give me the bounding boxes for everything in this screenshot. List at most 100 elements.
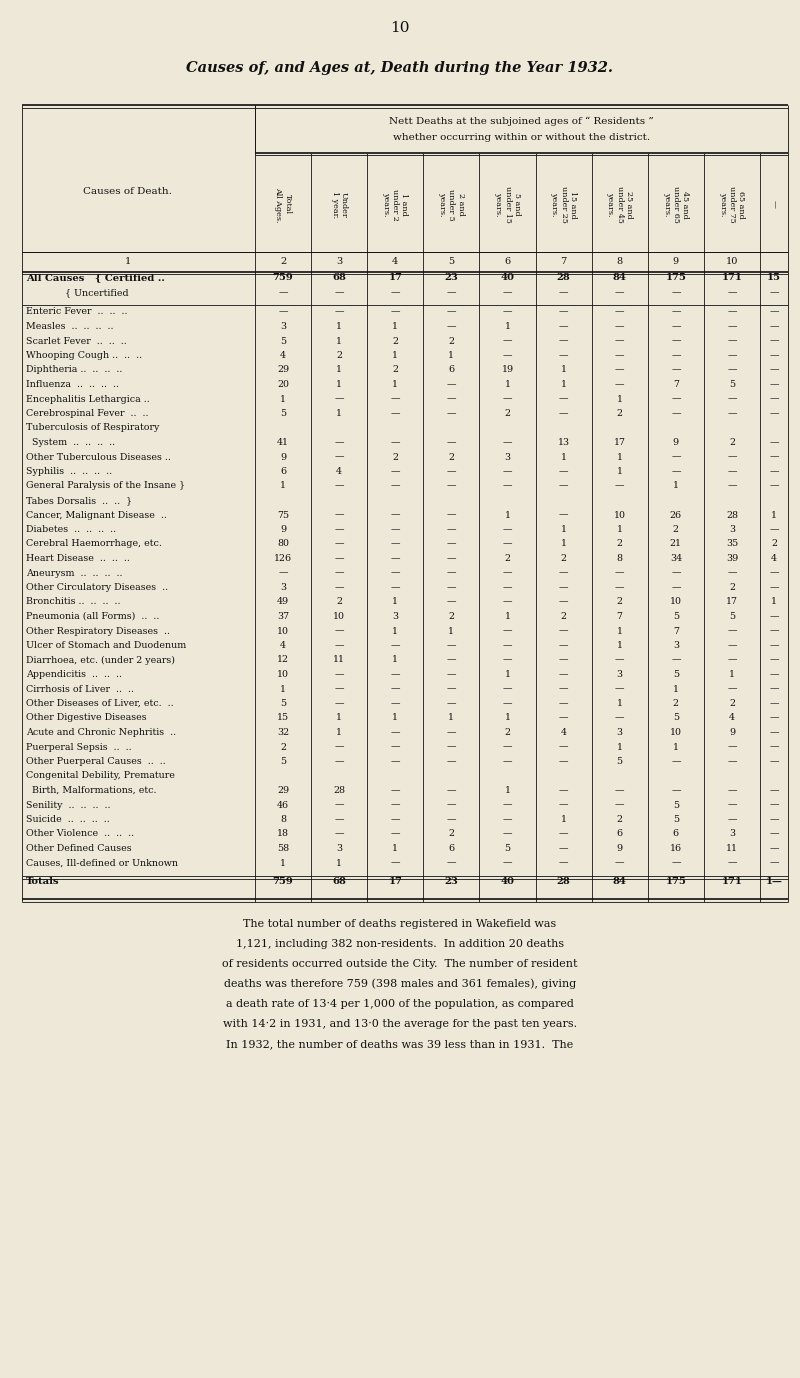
Text: —: — xyxy=(770,814,778,824)
Text: 46: 46 xyxy=(277,801,289,809)
Text: 8: 8 xyxy=(617,258,622,266)
Text: 1: 1 xyxy=(336,336,342,346)
Text: —: — xyxy=(334,583,344,593)
Text: 5: 5 xyxy=(673,814,679,824)
Text: 6: 6 xyxy=(448,843,454,853)
Text: 26: 26 xyxy=(670,510,682,520)
Text: —: — xyxy=(446,540,456,548)
Text: 10: 10 xyxy=(670,728,682,737)
Text: 1: 1 xyxy=(771,510,777,520)
Text: —: — xyxy=(390,288,400,298)
Text: —: — xyxy=(770,641,778,650)
Text: 126: 126 xyxy=(274,554,292,564)
Text: 1: 1 xyxy=(505,785,510,795)
Text: of residents occurred outside the City.  The number of resident: of residents occurred outside the City. … xyxy=(222,959,578,969)
Text: 10: 10 xyxy=(277,627,289,635)
Text: 1: 1 xyxy=(336,380,342,389)
Text: 1: 1 xyxy=(505,510,510,520)
Text: —: — xyxy=(446,685,456,693)
Text: —: — xyxy=(671,785,681,795)
Text: Tuberculosis of Respiratory: Tuberculosis of Respiratory xyxy=(26,423,159,433)
Text: 23: 23 xyxy=(445,273,458,282)
Text: —: — xyxy=(334,438,344,446)
Text: Other Respiratory Diseases  ..: Other Respiratory Diseases .. xyxy=(26,627,170,635)
Text: 1: 1 xyxy=(336,728,342,737)
Text: 1: 1 xyxy=(505,322,510,331)
Text: —: — xyxy=(770,612,778,621)
Text: —: — xyxy=(770,699,778,708)
Text: —: — xyxy=(727,336,737,346)
Text: Diphtheria ..  ..  ..  ..: Diphtheria .. .. .. .. xyxy=(26,365,122,375)
Text: —: — xyxy=(334,830,344,838)
Text: 3: 3 xyxy=(673,641,679,650)
Text: —: — xyxy=(278,307,288,317)
Text: —: — xyxy=(446,438,456,446)
Text: —: — xyxy=(671,757,681,766)
Text: —: — xyxy=(559,699,568,708)
Text: —: — xyxy=(334,394,344,404)
Text: 175: 175 xyxy=(666,273,686,282)
Text: 1: 1 xyxy=(336,858,342,868)
Text: —: — xyxy=(671,394,681,404)
Text: whether occurring within or without the district.: whether occurring within or without the … xyxy=(393,134,650,142)
Text: Heart Disease  ..  ..  ..: Heart Disease .. .. .. xyxy=(26,554,130,564)
Text: —: — xyxy=(446,554,456,564)
Text: 1: 1 xyxy=(280,481,286,491)
Text: 35: 35 xyxy=(726,540,738,548)
Text: 759: 759 xyxy=(273,876,294,886)
Text: —: — xyxy=(770,627,778,635)
Text: —: — xyxy=(446,801,456,809)
Text: —: — xyxy=(559,801,568,809)
Text: 20: 20 xyxy=(277,380,289,389)
Text: 1: 1 xyxy=(392,656,398,664)
Text: 1: 1 xyxy=(280,685,286,693)
Text: —: — xyxy=(390,307,400,317)
Text: Enteric Fever  ..  ..  ..: Enteric Fever .. .. .. xyxy=(26,307,127,317)
Text: 2: 2 xyxy=(561,554,566,564)
Text: 29: 29 xyxy=(277,785,289,795)
Text: 10: 10 xyxy=(277,670,289,679)
Text: —: — xyxy=(615,365,625,375)
Text: —: — xyxy=(770,843,778,853)
Text: Causes of, and Ages at, Death during the Year 1932.: Causes of, and Ages at, Death during the… xyxy=(186,61,614,74)
Text: 29: 29 xyxy=(277,365,289,375)
Text: —: — xyxy=(727,452,737,462)
Text: 7: 7 xyxy=(673,380,679,389)
Text: Nett Deaths at the subjoined ages of “ Residents ”: Nett Deaths at the subjoined ages of “ R… xyxy=(389,117,654,127)
Text: 10: 10 xyxy=(726,258,738,266)
Text: 4: 4 xyxy=(771,554,777,564)
Text: —: — xyxy=(615,288,625,298)
Text: —: — xyxy=(502,288,512,298)
Text: —: — xyxy=(671,409,681,418)
Text: 2: 2 xyxy=(280,743,286,751)
Text: —: — xyxy=(727,641,737,650)
Text: —: — xyxy=(770,757,778,766)
Text: —: — xyxy=(559,843,568,853)
Text: —: — xyxy=(446,322,456,331)
Text: —: — xyxy=(671,307,681,317)
Text: —: — xyxy=(615,714,625,722)
Text: 3: 3 xyxy=(729,525,735,535)
Text: —: — xyxy=(770,743,778,751)
Text: —: — xyxy=(770,201,778,208)
Text: 1: 1 xyxy=(673,743,679,751)
Text: 2: 2 xyxy=(448,612,454,621)
Text: 5 and
under 15
years.: 5 and under 15 years. xyxy=(494,186,521,223)
Text: —: — xyxy=(502,743,512,751)
Text: Birth, Malformations, etc.: Birth, Malformations, etc. xyxy=(26,785,157,795)
Text: 3: 3 xyxy=(617,670,622,679)
Text: —: — xyxy=(334,452,344,462)
Text: —: — xyxy=(446,728,456,737)
Text: —: — xyxy=(559,685,568,693)
Text: —: — xyxy=(615,656,625,664)
Text: —: — xyxy=(502,336,512,346)
Text: 10: 10 xyxy=(333,612,345,621)
Text: —: — xyxy=(770,394,778,404)
Text: 5: 5 xyxy=(617,757,622,766)
Text: —: — xyxy=(559,322,568,331)
Text: 84: 84 xyxy=(613,876,626,886)
Text: 8: 8 xyxy=(617,554,622,564)
Text: 1: 1 xyxy=(124,258,130,266)
Text: —: — xyxy=(770,481,778,491)
Text: —: — xyxy=(770,583,778,593)
